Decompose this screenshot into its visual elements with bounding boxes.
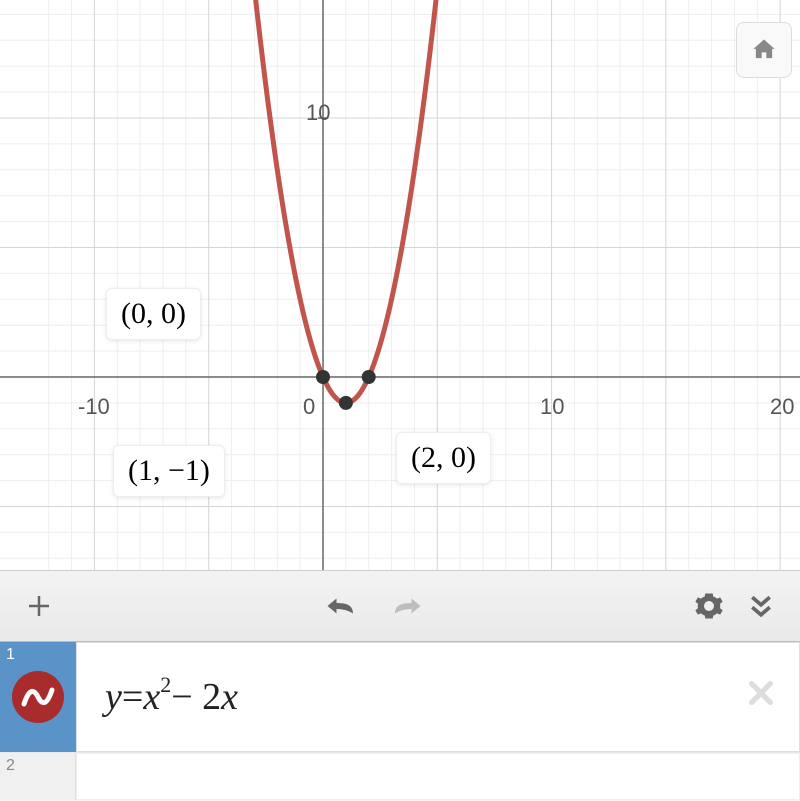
expression-list: 1 y = x2 − 2x 2 [0,642,800,801]
expression-index: 2 [6,757,15,775]
x-tick-10: 10 [540,394,564,420]
expression-tab[interactable]: 2 [0,753,76,800]
home-icon [750,36,778,64]
chevrons-down-icon [746,591,776,621]
expr-x1: x [143,675,160,719]
x-tick-0: 0 [303,394,315,420]
undo-icon [323,592,359,620]
function-toggle-icon[interactable] [12,671,64,723]
wave-icon [18,677,58,717]
home-button[interactable] [736,22,792,78]
point-label-1-neg1[interactable]: (1, −1) [113,445,225,497]
expression-input-empty[interactable] [76,753,800,800]
expr-exp: 2 [160,672,171,698]
editor-toolbar [0,570,800,642]
x-tick-neg10: -10 [78,394,110,420]
expression-input[interactable]: y = x2 − 2x [76,642,800,752]
add-expression-button[interactable] [24,591,54,621]
y-tick-10: 10 [306,100,330,126]
settings-button[interactable] [694,591,724,621]
x-tick-20: 20 [770,394,794,420]
point-label-2-0[interactable]: (2, 0) [396,432,491,484]
expr-y: y [105,675,122,719]
expr-minus: − 2 [171,675,221,719]
close-icon [745,677,777,709]
collapse-button[interactable] [746,591,776,621]
redo-icon [389,592,425,620]
redo-button[interactable] [389,592,425,620]
expr-x2: x [221,675,238,719]
expression-row[interactable]: 1 y = x2 − 2x [0,642,800,752]
expression-row[interactable]: 2 [0,752,800,800]
undo-button[interactable] [323,592,359,620]
expr-eq: = [122,675,143,719]
graph-canvas[interactable]: 10 -10 0 10 20 (0, 0) (1, −1) (2, 0) [0,0,800,570]
point-label-0-0[interactable]: (0, 0) [106,288,201,340]
delete-expression-button[interactable] [745,675,777,719]
plus-icon [24,591,54,621]
gear-icon [694,591,724,621]
expression-tab[interactable]: 1 [0,642,76,752]
expression-index: 1 [6,646,15,664]
